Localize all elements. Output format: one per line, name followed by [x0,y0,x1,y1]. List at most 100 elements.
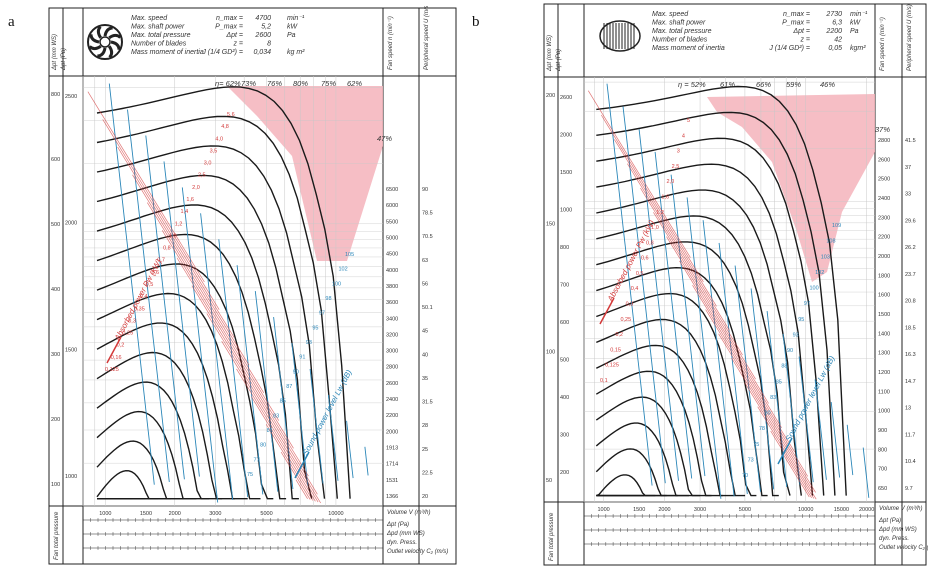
power-value-label: 5 [687,118,690,124]
header-unit: Pa [850,28,859,35]
power-value-label: 0,5 [146,282,154,288]
left-outer-tick: 200 [546,93,555,99]
power-curve [770,430,812,498]
power-curve [614,139,717,307]
peripheral-speed-tick: 22.5 [422,470,433,476]
left-inner-tick: 1500 [65,347,77,353]
sound-power-arrow [294,451,310,479]
fan-curve [96,322,248,500]
panel-label-b: b [472,14,480,30]
power-curve [718,333,816,493]
header-label: Number of blades [131,41,187,48]
fan-speed-tick: 4500 [386,252,398,258]
power-curve [236,368,319,503]
sound-value-label: 88 [781,364,787,370]
fan-blade-icon [103,26,113,37]
header-label: Max. total pressure [131,32,191,39]
chart-frame [48,7,457,565]
sound-level-curve [309,368,324,484]
power-curve [176,257,294,449]
bottom-label: dyn. Press. [387,540,417,546]
right-axis-label: Peripheral speed U (m/s) [424,6,430,70]
fan-impeller-icon [87,24,123,60]
x-tick: 20000 [859,507,874,513]
peripheral-speed-tick: 9.7 [905,486,913,492]
left-inner-tick: 400 [560,395,569,401]
peripheral-speed-tick: 90 [422,187,428,193]
sound-power-arrow [777,437,793,465]
fan-curve [96,410,210,500]
sound-level-curve [364,446,369,476]
power-curve [640,187,743,356]
power-value-label: 4,0 [215,136,223,142]
header-value: 4700 [255,15,271,22]
power-curve [132,174,250,366]
bottom-label: Δpd (mm WS) [878,527,917,533]
sound-value-label: 98 [325,296,331,302]
peripheral-speed-tick: 35 [422,376,428,382]
left-outer-tick: 500 [51,222,60,228]
bottom-label: Δpt (Pa) [386,522,409,528]
power-value-label: 3 [677,149,680,155]
left-inner-tick: 300 [560,433,569,439]
peripheral-speed-tick: 50.1 [422,305,433,311]
sound-value-label: 95 [798,317,804,323]
peripheral-speed-tick: 41.5 [905,138,916,144]
power-curve [147,202,265,394]
fan-speed-tick: 2000 [386,429,398,435]
left-inner-tick: 2000 [65,221,77,227]
sound-level-curve [254,291,279,492]
sound-level-curve [670,174,706,477]
absorbed-power-arrow [599,297,615,325]
sound-value-label: 103 [821,254,830,260]
sound-value-label: 83 [770,395,776,401]
header-symbol: z = [799,37,810,44]
power-curve [191,285,309,477]
left-inner-tick: 200 [560,470,569,476]
efficiency-label: 80% [293,79,308,88]
fan-speed-tick: 1500 [878,312,890,318]
efficiency-label: 61% [720,80,735,89]
fan-speed-tick: 4000 [386,268,398,274]
right-axis-label: Fan speed n (min⁻¹) [388,16,394,70]
drum-rotor-icon [599,20,641,52]
power-value-label: 0,125 [105,367,119,373]
left-outer-tick: 150 [546,221,555,227]
sound-level-curve [291,342,309,487]
fan-curve [596,85,847,496]
fan-blade-icon [88,44,102,51]
fan-curve [596,189,802,496]
peripheral-speed-tick: 18.5 [905,325,916,331]
fan-speed-tick: 1600 [878,293,890,299]
panel-label-a: a [8,14,15,30]
left-inner-tick: 700 [560,283,569,289]
power-value-label: 5,6 [227,112,235,118]
fan-speed-tick: 800 [878,447,887,453]
high-efficiency-zone [227,86,383,261]
power-value-label: 3,5 [210,148,218,154]
efficiency-label: 75% [321,79,336,88]
sound-value-label: 105 [345,252,354,258]
peripheral-speed-tick: 33 [905,192,911,198]
power-curve [206,313,318,495]
power-value-label: 0,1 [600,378,608,384]
power-value-label: 0,3 [626,302,634,308]
sound-value-label: 87 [286,384,292,390]
header-label: Max. total pressure [652,28,712,35]
fan-speed-tick: 1800 [878,273,890,279]
header-symbol: n_max = [216,15,243,22]
header-unit: min⁻¹ [850,11,868,18]
sound-level-curve [654,151,693,479]
fan-curve [96,263,274,500]
power-value-label: 1,0 [651,225,659,231]
sound-value-label: 97 [804,301,810,307]
power-value-label: 0,25 [620,317,631,323]
bottom-label: Outlet velocity C₂ (m/s) [879,545,928,551]
left-inner-tick: 2600 [560,95,572,101]
left-outer-tick: 800 [51,92,60,98]
peripheral-speed-tick: 63 [422,258,428,264]
fan-curve [96,233,287,500]
header-value: 2200 [825,28,842,35]
header-unit: kgm² [850,45,866,52]
